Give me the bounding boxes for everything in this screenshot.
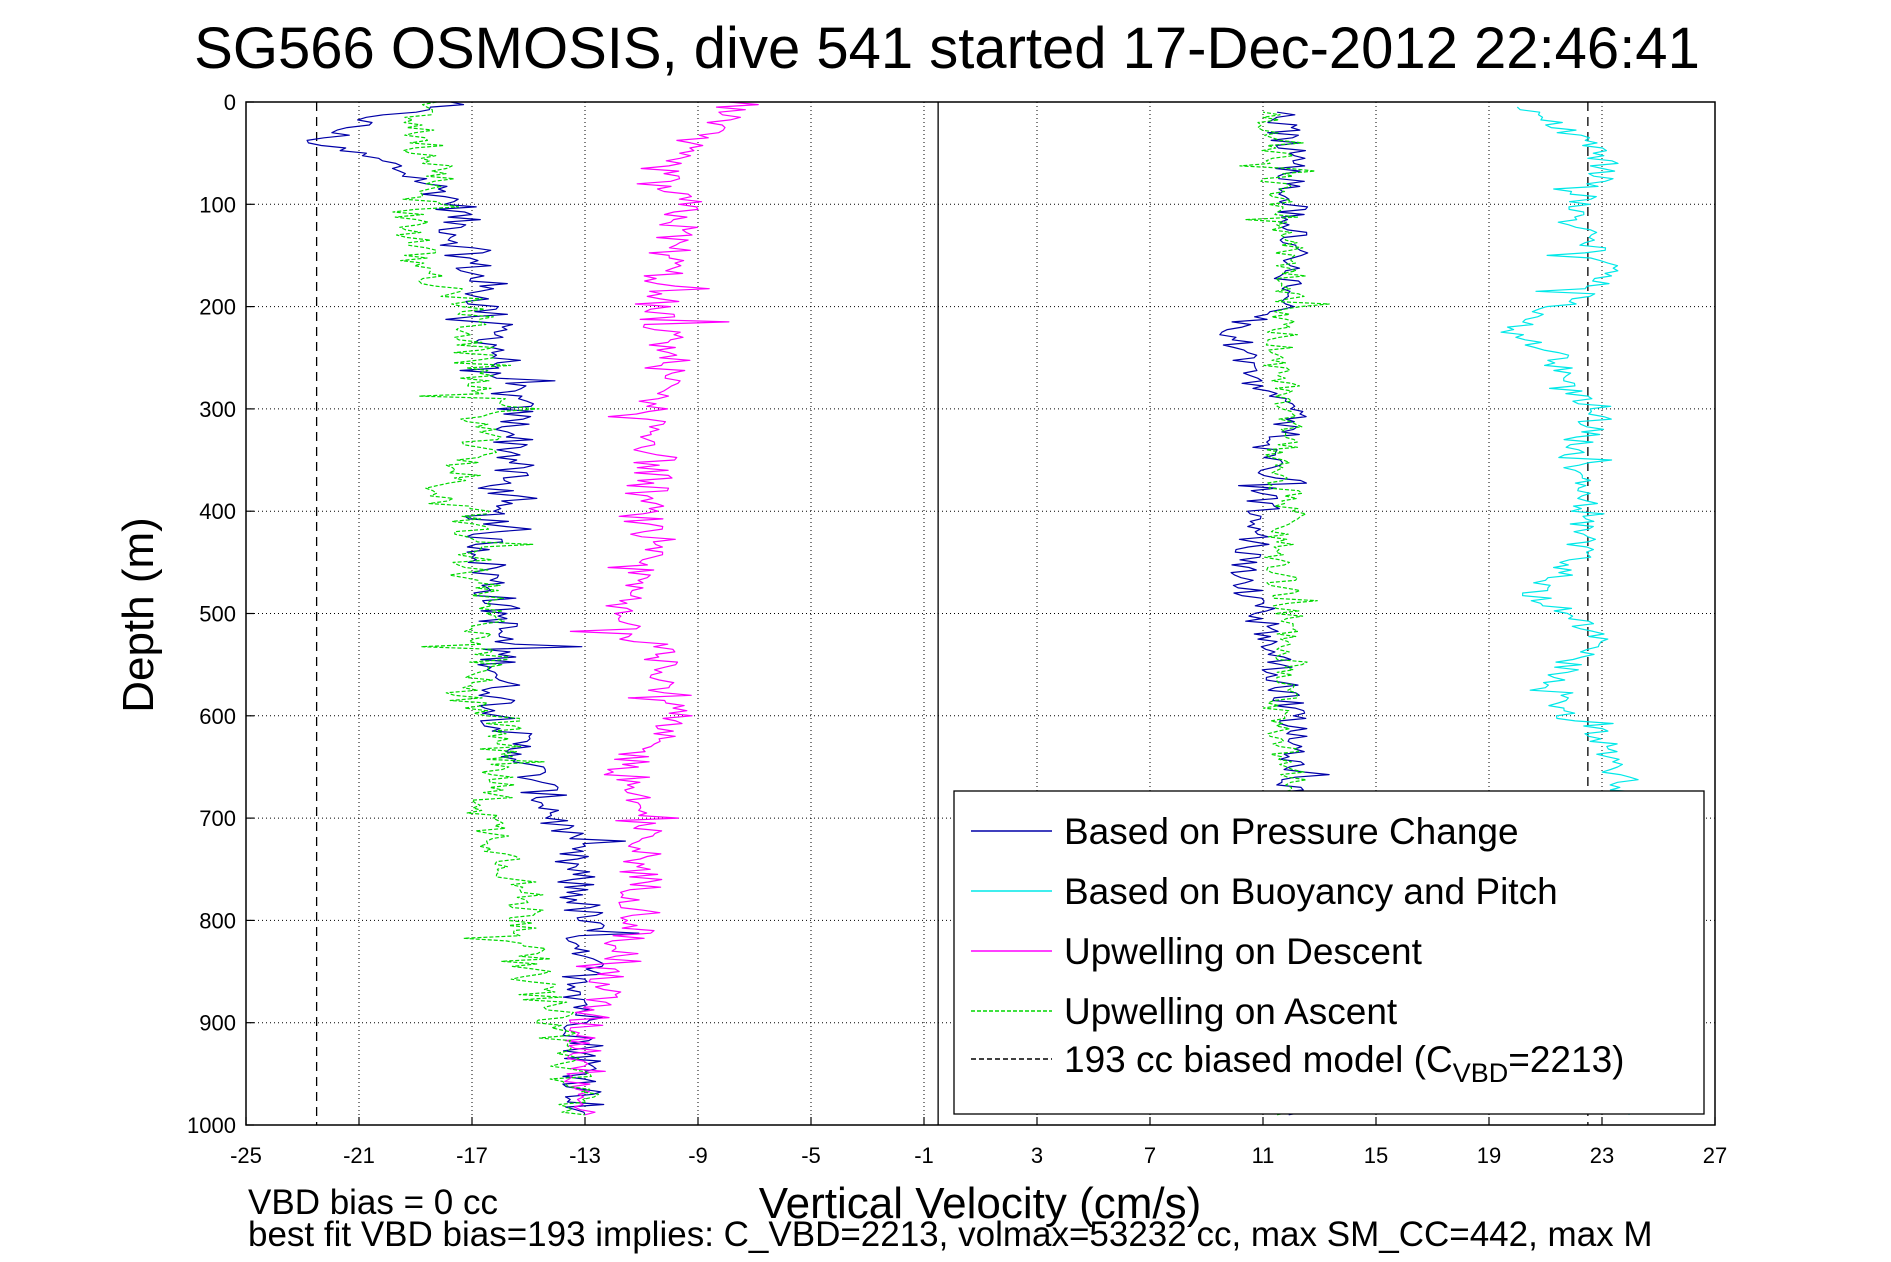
- x-axis-label: Vertical Velocity (cm/s): [759, 1179, 1202, 1228]
- series-line: [564, 101, 759, 1116]
- x-tick-label: 15: [1364, 1143, 1388, 1168]
- y-tick-label: 500: [199, 602, 236, 627]
- legend-label: 193 cc biased model (CVBD=2213): [1064, 1039, 1624, 1088]
- y-tick-label: 1000: [187, 1113, 236, 1138]
- legend-label: Upwelling on Descent: [1064, 931, 1423, 972]
- y-tick-label: 400: [199, 499, 236, 524]
- x-tick-label: -21: [343, 1143, 375, 1168]
- x-tick-label: 27: [1703, 1143, 1727, 1168]
- legend-label: Based on Pressure Change: [1064, 811, 1519, 852]
- series-line: [306, 101, 640, 1116]
- y-tick-label: 600: [199, 704, 236, 729]
- axis-ticks: -25 -21 -17 -13 -9 -5 -1 3 7 11 15 19 23 270100200300…: [187, 90, 1727, 1168]
- x-tick-label: -5: [801, 1143, 821, 1168]
- x-tick-label: -25: [230, 1143, 262, 1168]
- y-tick-label: 300: [199, 397, 236, 422]
- reference-lines: [315, 102, 1589, 1125]
- legend: Based on Pressure Change Based on Buoyanc…: [953, 790, 1705, 1115]
- y-tick-label: 200: [199, 295, 236, 320]
- y-tick-label: 0: [224, 90, 236, 115]
- series-line: [392, 101, 600, 1116]
- legend-label: Based on Buoyancy and Pitch: [1064, 871, 1558, 912]
- legend-label: Upwelling on Ascent: [1064, 991, 1398, 1032]
- y-axis-label: Depth (m): [114, 517, 163, 713]
- x-tick-label: -13: [569, 1143, 601, 1168]
- x-tick-label: -17: [456, 1143, 488, 1168]
- footer-line-2: best fit VBD bias=193 implies: C_VBD=221…: [248, 1215, 1653, 1254]
- y-tick-label: 800: [199, 908, 236, 933]
- x-tick-label: 7: [1144, 1143, 1156, 1168]
- y-tick-label: 700: [199, 806, 236, 831]
- x-tick-label: 19: [1477, 1143, 1501, 1168]
- footer-line-1: VBD bias = 0 cc: [248, 1183, 498, 1222]
- x-tick-label: 23: [1590, 1143, 1614, 1168]
- legend-box: [953, 790, 1705, 1115]
- x-tick-label: 11: [1252, 1143, 1275, 1168]
- x-tick-label: -1: [914, 1143, 934, 1168]
- x-tick-label: 3: [1031, 1143, 1043, 1168]
- y-tick-label: 100: [199, 192, 236, 217]
- chart-title: SG566 OSMOSIS, dive 541 started 17-Dec-2…: [194, 16, 1700, 81]
- y-tick-label: 900: [199, 1011, 236, 1036]
- x-tick-label: -9: [688, 1143, 708, 1168]
